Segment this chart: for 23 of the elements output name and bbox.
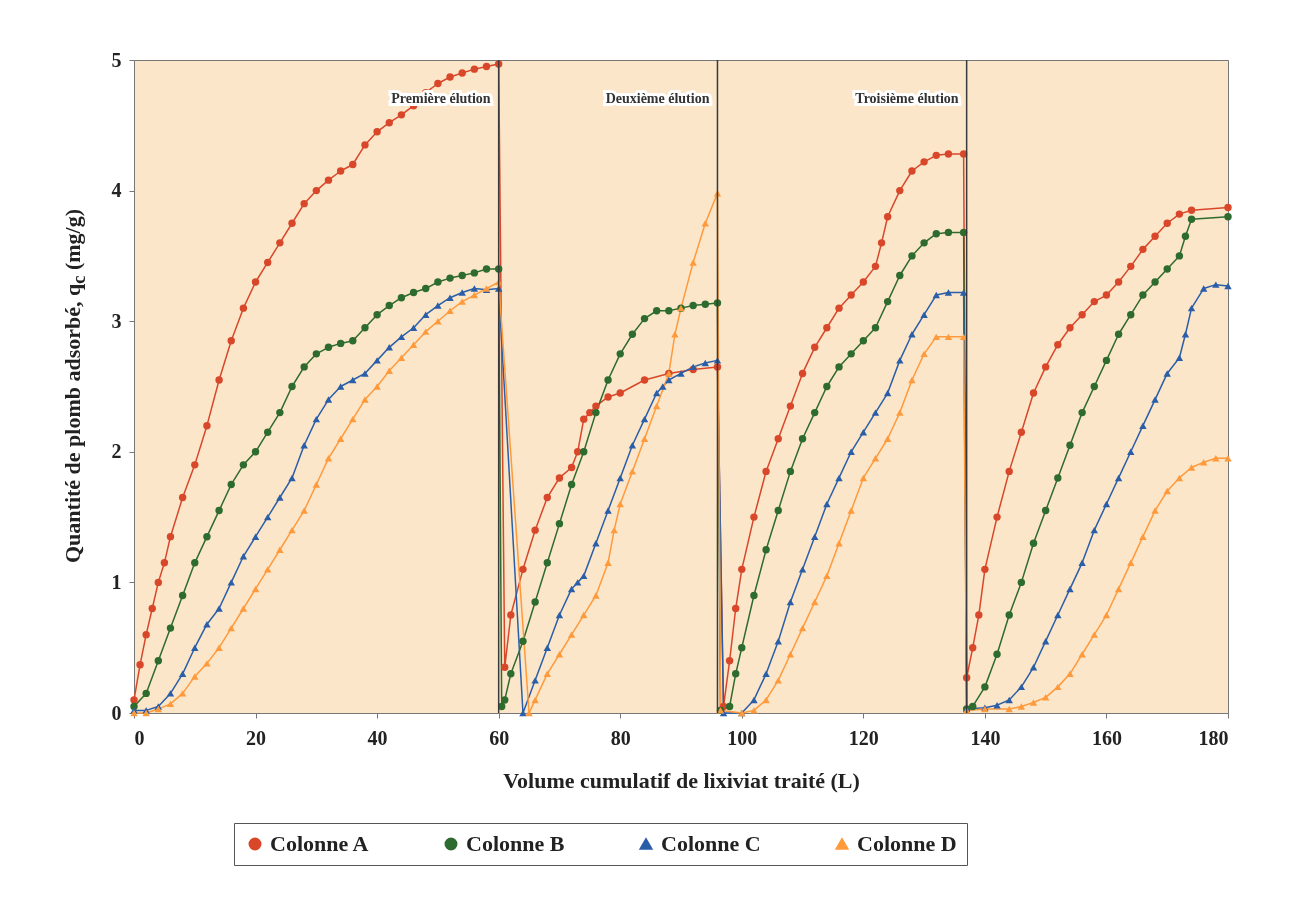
x-tick-label: 100 [727,726,758,749]
x-tick-label: 0 [134,726,145,749]
y-tick-label: 2 [111,440,122,463]
y-tick-label: 0 [111,701,122,724]
legend-label: Colonne B [466,831,565,856]
legend-label: Colonne A [270,831,369,856]
x-tick-label: 120 [848,726,879,749]
y-tick-label: 4 [111,179,122,202]
y-tick-label: 5 [111,48,122,71]
y-tick-label: 3 [111,309,122,332]
ref-line-label: Troisième élution [855,91,959,106]
x-tick-label: 140 [970,726,1001,749]
x-tick-label: 20 [246,726,267,749]
x-tick-label: 160 [1091,726,1122,749]
legend-label: Colonne C [661,831,761,856]
x-tick-label: 180 [1198,726,1229,749]
legend-label: Colonne D [857,831,957,856]
x-axis-title: Volume cumulatif de lixiviat traité (L) [503,767,860,793]
y-tick-label: 1 [111,570,122,593]
ref-line-label: Deuxième élution [605,91,710,106]
x-tick-label: 40 [367,726,388,749]
x-tick-label: 80 [610,726,631,749]
x-tick-label: 60 [489,726,510,749]
